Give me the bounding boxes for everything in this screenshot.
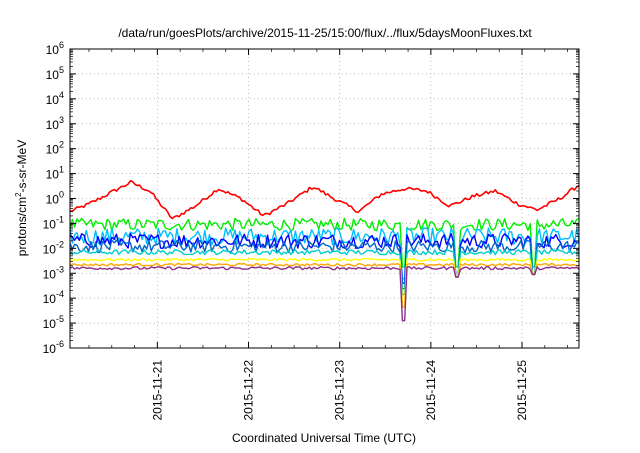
series-line: [69, 180, 580, 220]
x-axis-ticks: 2015-11-21 2015-11-22 2015-11-23 2015-11-24…: [88, 49, 568, 421]
y-tick-label: 10-6: [43, 339, 64, 356]
series-line: [69, 217, 580, 268]
x-tick-label: 2015-11-23: [333, 360, 347, 421]
x-tick-label: 2015-11-21: [150, 360, 164, 421]
y-axis-label-part: protons/cm: [15, 197, 29, 256]
y-axis-label-superscript: 2: [14, 192, 23, 197]
y-tick-label: 102: [46, 140, 64, 157]
data-series: [69, 180, 580, 322]
y-axis-label-part: -s-sr-MeV: [15, 140, 29, 193]
series-line: [69, 257, 580, 303]
y-tick-label: 10-1: [43, 214, 64, 231]
x-axis-label: Coordinated Universal Time (UTC): [232, 431, 416, 445]
x-tick-label: 2015-11-24: [424, 360, 438, 421]
y-tick-label: 10-2: [43, 239, 64, 256]
y-tick-label: 100: [46, 190, 64, 207]
series-line: [69, 266, 580, 322]
x-tick-label: 2015-11-22: [242, 360, 256, 421]
series-line: [69, 262, 580, 308]
y-axis-ticks: 10-6 10-5 10-4 10-3 10-2 10-1 100 101 102 103 104 1…: [43, 40, 579, 356]
y-tick-label: 104: [46, 90, 64, 107]
chart-title: /data/run/goesPlots/archive/2015-11-25/1…: [118, 26, 532, 40]
x-tick-label: 2015-11-25: [515, 360, 529, 421]
y-tick-label: 10-3: [43, 264, 64, 281]
series-line: [69, 249, 580, 296]
y-tick-label: 106: [46, 40, 64, 57]
grid-lines: [70, 49, 579, 348]
y-tick-label: 103: [46, 115, 64, 132]
y-tick-label: 101: [46, 165, 64, 182]
y-tick-label: 10-4: [43, 289, 64, 306]
y-axis-label: protons/cm2-s-sr-MeV: [14, 140, 29, 256]
y-tick-label: 10-5: [43, 314, 64, 331]
series-line: [69, 233, 580, 284]
y-tick-label: 105: [46, 65, 64, 82]
series-line: [69, 239, 580, 290]
